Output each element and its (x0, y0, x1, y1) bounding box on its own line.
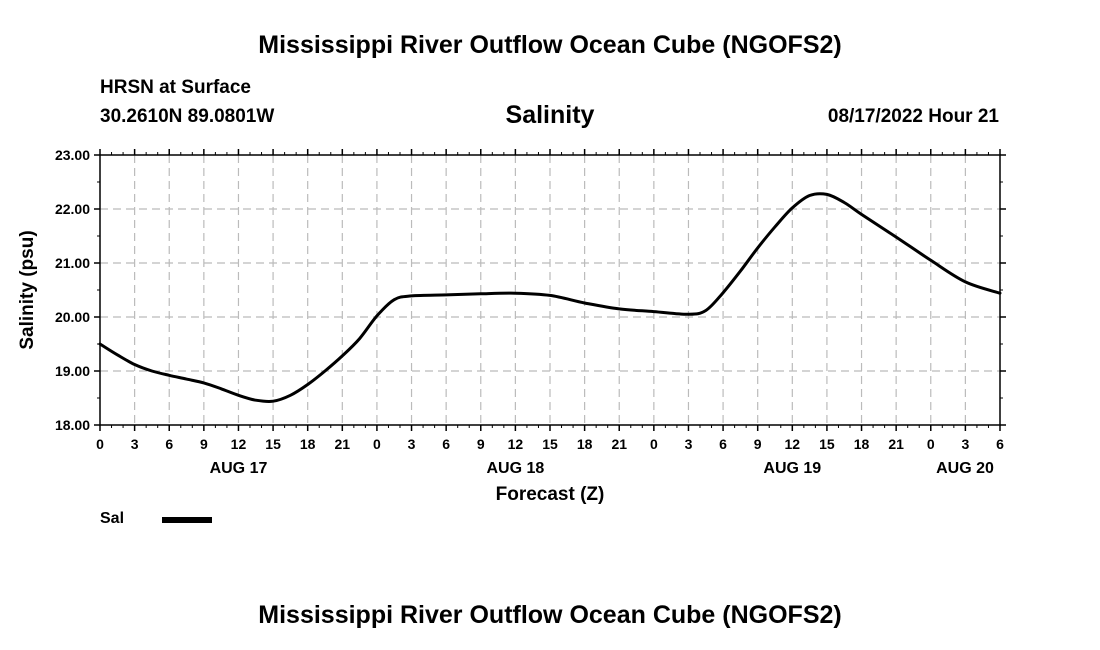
x-tick-label: 15 (819, 436, 835, 452)
y-axis-title: Salinity (psu) (17, 230, 38, 349)
x-tick-label: 9 (754, 436, 762, 452)
x-tick-label: 18 (300, 436, 316, 452)
y-tick-label: 20.00 (55, 309, 90, 325)
axis-ticks (94, 149, 1006, 431)
legend-label: Sal (100, 510, 125, 527)
x-tick-label: 3 (131, 436, 139, 452)
x-tick-label: 3 (961, 436, 969, 452)
x-tick-label: 6 (996, 436, 1004, 452)
coordinates-label: 30.2610N 89.0801W (100, 106, 275, 127)
x-day-label: AUG 18 (486, 460, 544, 477)
x-tick-label: 0 (927, 436, 935, 452)
x-axis-title: Forecast (Z) (496, 484, 605, 505)
x-tick-label: 15 (265, 436, 281, 452)
y-tick-label: 18.00 (55, 417, 90, 433)
x-tick-label: 9 (477, 436, 485, 452)
forecast-datetime: 08/17/2022 Hour 21 (827, 106, 999, 127)
x-tick-label: 3 (408, 436, 416, 452)
x-day-label: AUG 19 (763, 460, 821, 477)
x-tick-label: 0 (373, 436, 381, 452)
footer-title: Mississippi River Outflow Ocean Cube (NG… (258, 601, 842, 629)
x-tick-label: 6 (719, 436, 727, 452)
x-tick-label: 21 (335, 436, 351, 452)
x-tick-label: 12 (508, 436, 524, 452)
x-tick-label: 21 (611, 436, 627, 452)
page-title: Mississippi River Outflow Ocean Cube (NG… (258, 31, 842, 59)
salinity-series-line (98, 192, 1002, 404)
x-tick-label: 12 (231, 436, 247, 452)
x-tick-label: 6 (165, 436, 173, 452)
x-tick-label: 3 (685, 436, 693, 452)
x-day-label: AUG 20 (936, 460, 994, 477)
y-tick-label: 19.00 (55, 363, 90, 379)
axis-labels: 18.00 19.00 20.00 21.00 22.00 23.00 0 3 6 9 12 15 18… (55, 147, 1004, 477)
x-tick-label: 12 (785, 436, 801, 452)
x-day-label: AUG 17 (210, 460, 268, 477)
x-tick-label: 6 (442, 436, 450, 452)
y-tick-label: 23.00 (55, 147, 90, 163)
x-tick-label: 0 (650, 436, 658, 452)
x-tick-label: 18 (854, 436, 870, 452)
y-tick-label: 21.00 (55, 255, 90, 271)
grid-lines (100, 155, 1000, 425)
x-tick-label: 21 (888, 436, 904, 452)
station-label: HRSN at Surface (100, 77, 251, 98)
x-tick-label: 9 (200, 436, 208, 452)
x-tick-label: 15 (542, 436, 558, 452)
x-tick-label: 0 (96, 436, 104, 452)
legend-swatch (162, 517, 212, 523)
x-tick-label: 18 (577, 436, 593, 452)
chart-title: Salinity (505, 101, 595, 129)
y-tick-label: 22.00 (55, 201, 90, 217)
